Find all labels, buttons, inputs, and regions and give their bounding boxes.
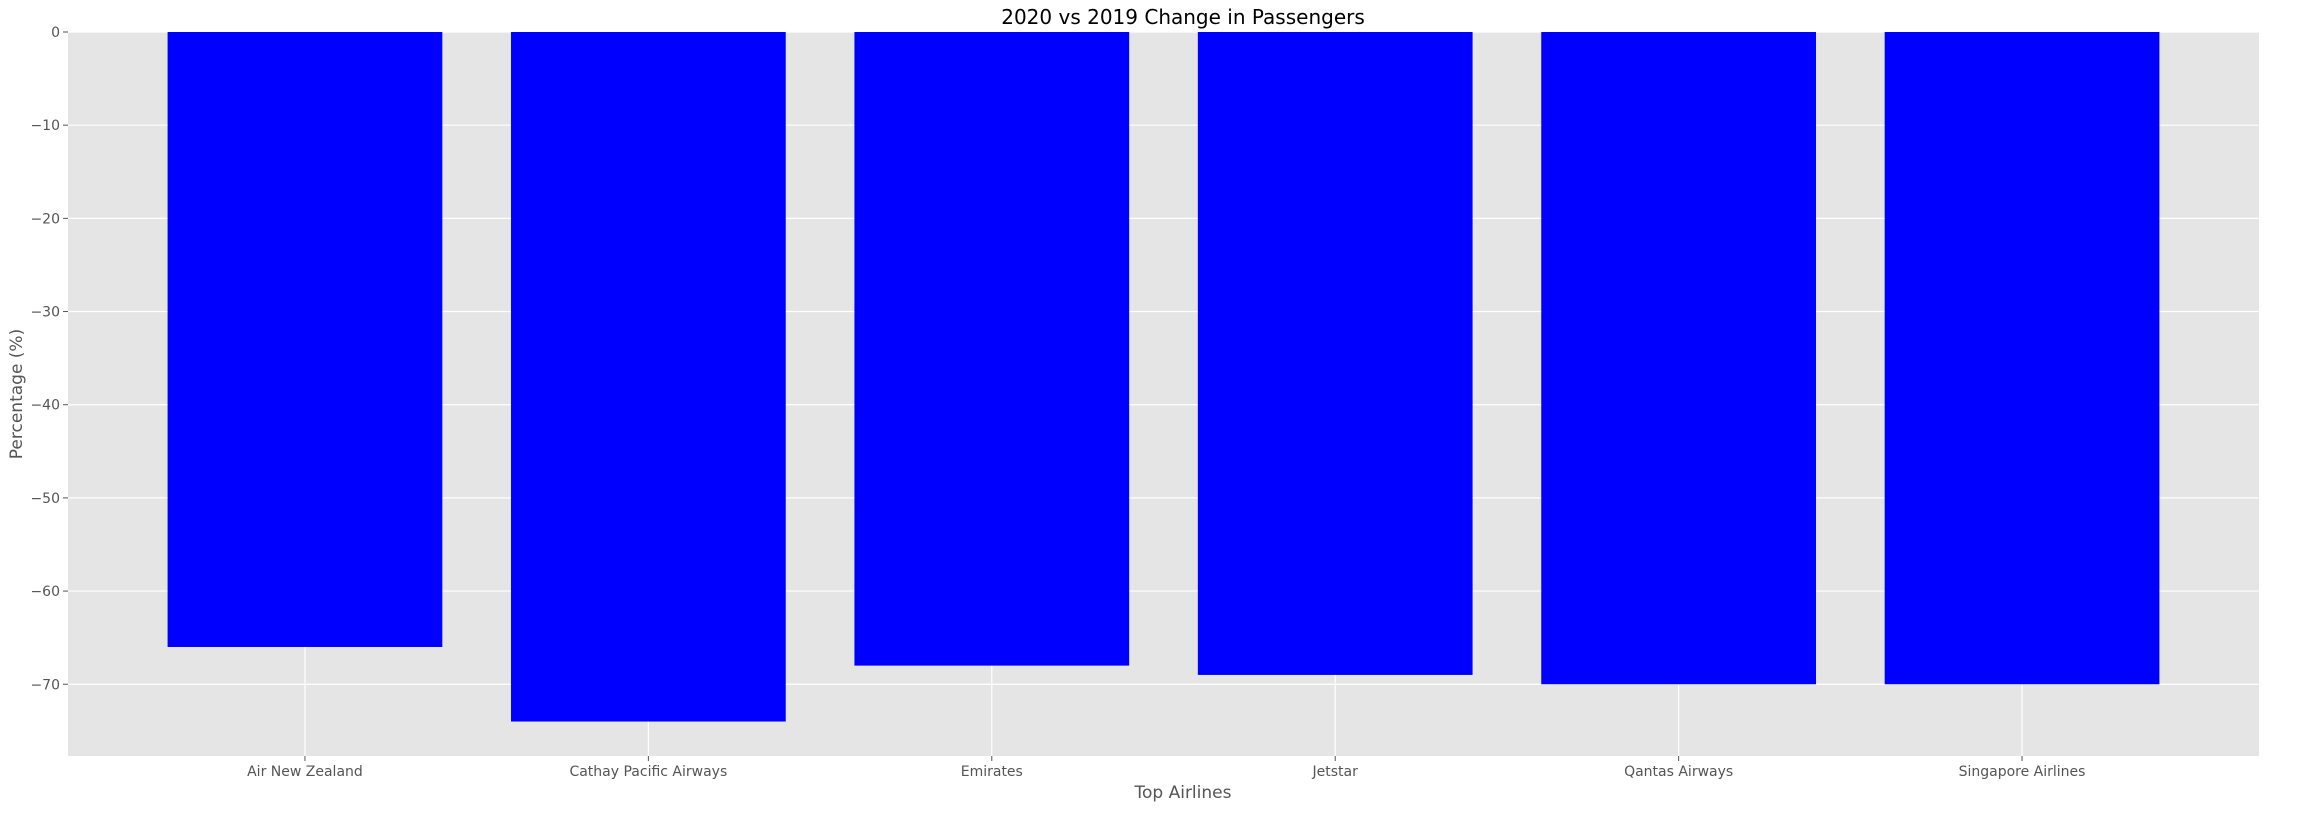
bar-air-new-zealand bbox=[167, 32, 443, 647]
x-tick-label: Jetstar bbox=[1312, 764, 1359, 780]
bar-emirates bbox=[854, 32, 1130, 666]
bar-cathay-pacific-airways bbox=[511, 32, 786, 722]
y-tick-label: −60 bbox=[30, 584, 60, 600]
y-tick-label: −50 bbox=[30, 491, 60, 507]
x-tick-label: Air New Zealand bbox=[247, 764, 363, 780]
y-tick-label: −20 bbox=[30, 211, 60, 227]
x-axis-label: Top Airlines bbox=[1134, 783, 1232, 803]
bars bbox=[167, 32, 2160, 722]
bar-jetstar bbox=[1197, 32, 1473, 675]
x-tick-label: Cathay Pacific Airways bbox=[569, 764, 727, 780]
y-tick-label: 0 bbox=[51, 25, 60, 41]
x-tick-label: Singapore Airlines bbox=[1959, 764, 2086, 780]
x-tick-label: Emirates bbox=[961, 764, 1023, 780]
x-axis-ticks: Air New Zealand Cathay Pacific Airways Emi… bbox=[247, 756, 2085, 780]
x-tick-label: Qantas Airways bbox=[1624, 764, 1733, 780]
bar-singapore-airlines bbox=[1884, 32, 2160, 685]
y-tick-label: −10 bbox=[30, 118, 60, 134]
y-tick-label: −40 bbox=[30, 398, 60, 414]
y-tick-label: −30 bbox=[30, 305, 60, 321]
y-axis-label: Percentage (%) bbox=[7, 329, 27, 459]
chart-title: 2020 vs 2019 Change in Passengers bbox=[1001, 5, 1365, 29]
bar-qantas-airways bbox=[1541, 32, 1816, 685]
y-axis-ticks: 0 −10 −20 −30 −40 −50 −60 −70 bbox=[30, 25, 68, 693]
y-tick-label: −70 bbox=[30, 677, 60, 693]
